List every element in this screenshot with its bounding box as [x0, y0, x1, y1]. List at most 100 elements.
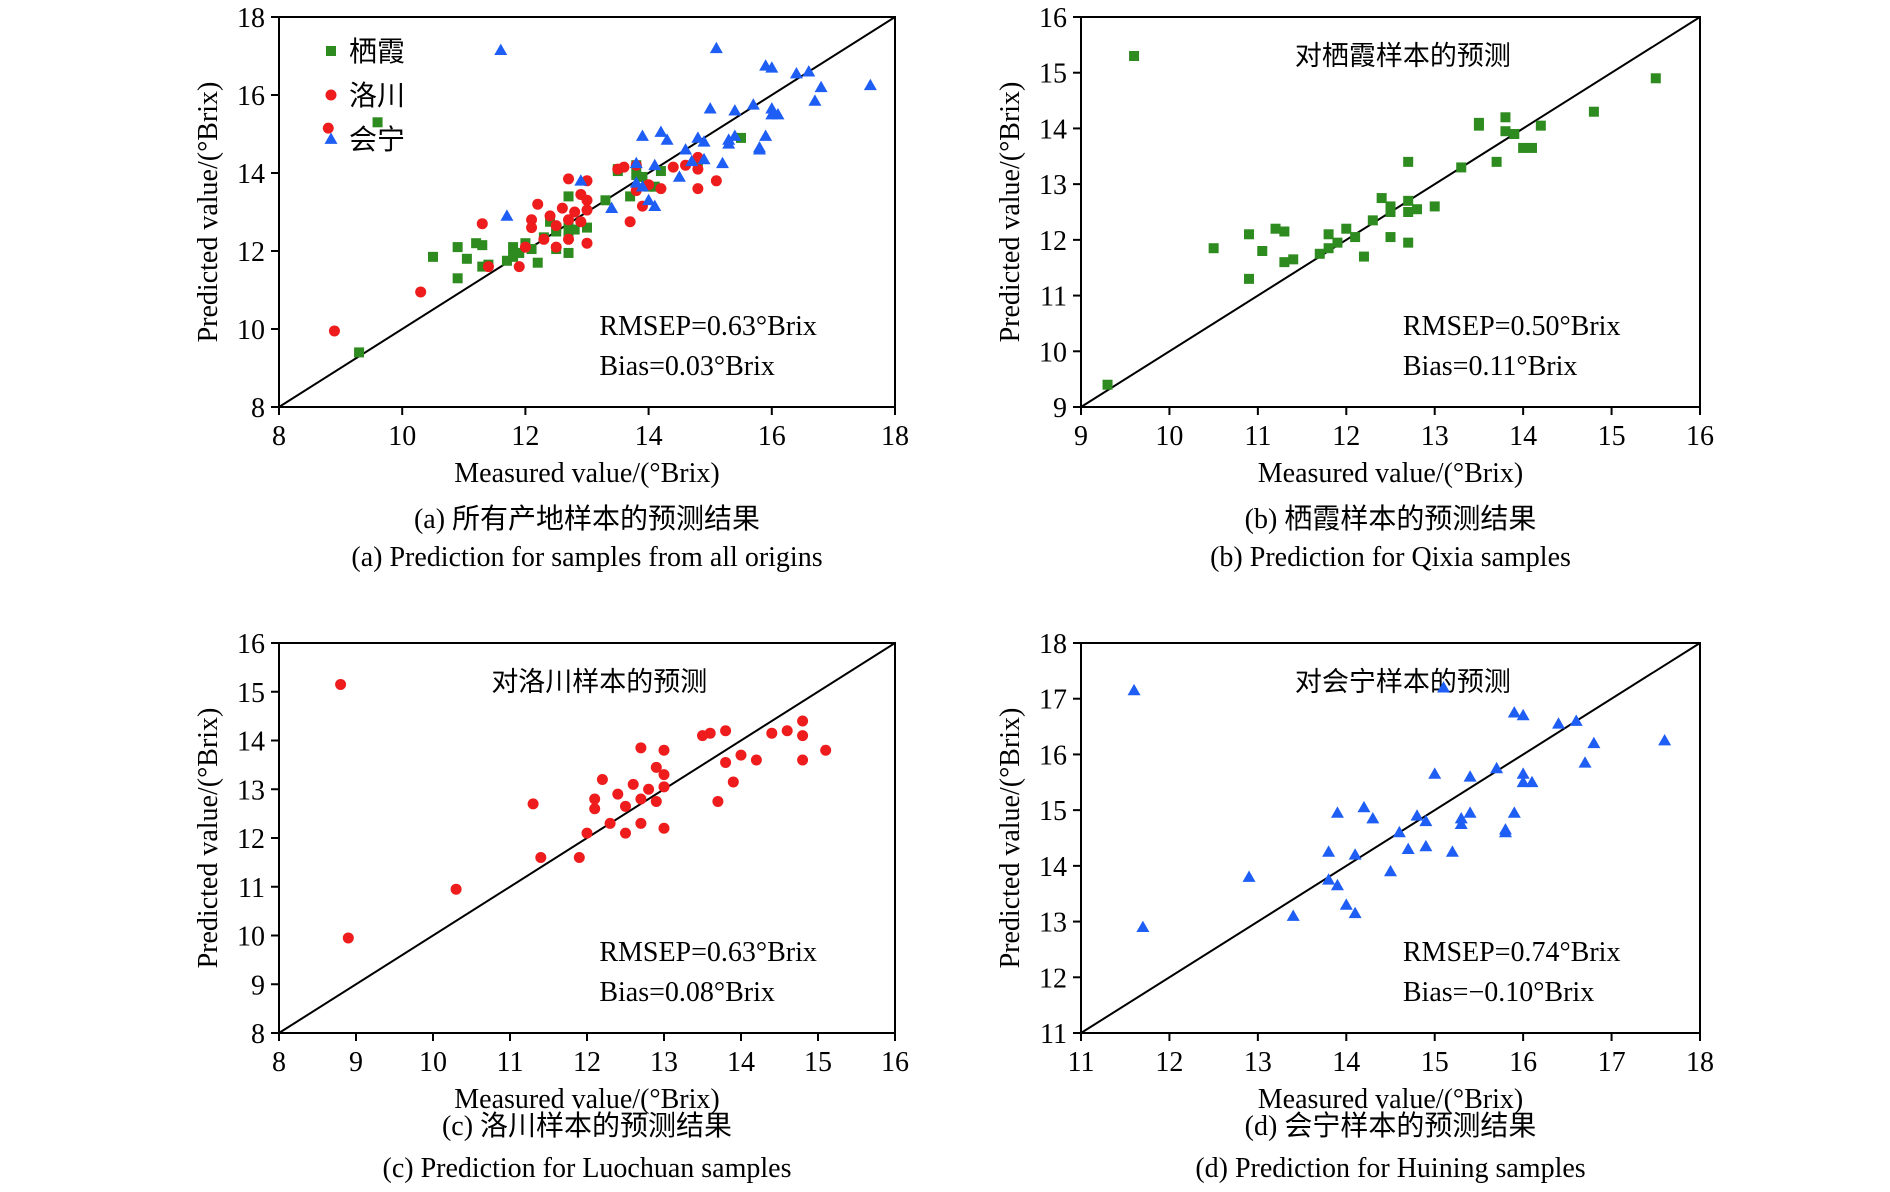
y-axis-label: Predicted value/(°Brix) — [995, 708, 1026, 969]
point-luochuan — [658, 781, 670, 793]
point-qixia — [508, 251, 519, 262]
x-tick-label: 15 — [1421, 1047, 1449, 1078]
point-huining — [1330, 878, 1344, 891]
point-qixia — [1385, 201, 1396, 212]
point-huining — [1587, 736, 1601, 749]
point-qixia — [1376, 193, 1387, 204]
point-luochuan — [612, 788, 624, 800]
x-tick-label: 17 — [1598, 1047, 1626, 1078]
point-luochuan — [450, 883, 462, 895]
point-huining — [802, 65, 816, 77]
y-tick-label: 10 — [237, 315, 265, 346]
x-tick-label: 16 — [758, 421, 786, 452]
point-luochuan — [704, 727, 716, 739]
point-qixia — [1588, 106, 1599, 117]
x-tick-label: 11 — [1068, 1047, 1095, 1078]
point-huining — [1569, 714, 1583, 726]
point-qixia — [655, 166, 666, 177]
data-points — [1127, 681, 1672, 933]
y-axis-label: Predicted value/(°Brix) — [193, 82, 224, 343]
point-huining — [1437, 681, 1451, 693]
point-qixia — [1500, 126, 1511, 137]
point-huining — [1348, 848, 1362, 860]
panel-title: 对会宁样本的预测 — [1295, 667, 1511, 698]
point-huining — [629, 156, 643, 169]
point-qixia — [1129, 51, 1140, 61]
point-luochuan — [766, 727, 778, 739]
plot-frame — [1080, 16, 1701, 408]
x-axis-label: Measured value/(°Brix) — [454, 1084, 719, 1115]
y-tick-label: 15 — [1039, 796, 1067, 827]
caption-cn: (a) 所有产地样本的预测结果 — [414, 503, 760, 535]
point-huining — [709, 41, 723, 54]
y-tick-label: 8 — [251, 1019, 265, 1050]
point-huining — [1348, 906, 1362, 919]
point-luochuan — [712, 795, 724, 807]
point-qixia — [545, 216, 556, 227]
point-huining — [1516, 775, 1530, 788]
y-tick-label: 15 — [1039, 59, 1067, 90]
panel-b: 9 10 11 12 13 14 15 16 9 10 11 12 13 14 15 16 Measured v… — [995, 3, 1714, 573]
point-huining — [703, 102, 717, 114]
x-axis-label: Measured value/(°Brix) — [1258, 1084, 1523, 1115]
y-tick-label: 14 — [1039, 852, 1067, 883]
point-luochuan — [328, 325, 340, 337]
point-qixia — [563, 226, 574, 237]
point-huining — [642, 193, 656, 206]
point-huining — [691, 131, 705, 143]
point-huining — [672, 170, 686, 182]
y-tick-label: 13 — [1039, 170, 1067, 201]
x-tick-label: 14 — [727, 1047, 755, 1078]
point-luochuan — [476, 218, 488, 230]
point-qixia — [1279, 257, 1290, 268]
point-qixia — [1509, 129, 1520, 139]
panel-d: 11 12 13 14 15 16 17 18 11 12 13 14 15 16 17 18 Measured… — [995, 629, 1714, 1184]
point-qixia — [526, 244, 537, 255]
point-qixia — [1403, 237, 1414, 248]
x-tick-label: 10 — [388, 421, 416, 452]
point-luochuan — [627, 778, 639, 790]
rmsep-annotation: RMSEP=0.50°Brix — [1403, 311, 1621, 342]
x-tick-label: 14 — [1509, 421, 1537, 452]
point-luochuan — [624, 216, 636, 228]
point-luochuan — [650, 795, 662, 807]
point-huining — [1463, 770, 1477, 782]
point-huining — [1463, 806, 1477, 818]
point-qixia — [1279, 226, 1290, 237]
x-tick-label: 13 — [650, 1047, 678, 1078]
point-qixia — [637, 171, 648, 182]
point-huining — [722, 137, 736, 149]
y-tick-label: 8 — [251, 393, 265, 424]
point-qixia — [1403, 207, 1414, 217]
point-luochuan — [604, 817, 616, 829]
data-points — [1102, 51, 1661, 390]
x-tick-label: 18 — [1686, 1047, 1714, 1078]
point-qixia — [600, 195, 611, 206]
point-huining — [789, 67, 803, 79]
point-qixia — [1500, 112, 1511, 123]
caption-en: (d) Prediction for Huining samples — [1195, 1153, 1585, 1184]
point-luochuan — [643, 783, 655, 795]
point-qixia — [1403, 156, 1414, 167]
x-axis-label: Measured value/(°Brix) — [454, 458, 719, 489]
point-qixia — [501, 255, 512, 266]
point-qixia — [1456, 162, 1467, 173]
legend-label: 会宁 — [349, 123, 405, 156]
point-luochuan — [526, 214, 538, 226]
point-qixia — [649, 181, 660, 192]
point-qixia — [1403, 195, 1414, 206]
point-luochuan — [655, 183, 667, 195]
point-luochuan — [526, 222, 538, 234]
point-huining — [1366, 812, 1380, 824]
point-luochuan — [781, 725, 793, 737]
bias-annotation: Bias=−0.10°Brix — [1403, 977, 1594, 1008]
point-luochuan — [573, 852, 585, 863]
point-huining — [771, 108, 785, 120]
point-luochuan — [563, 173, 575, 185]
point-huining — [1516, 708, 1530, 721]
point-luochuan — [575, 216, 587, 228]
point-huining — [654, 125, 668, 137]
x-axis-label: Measured value/(°Brix) — [1258, 458, 1523, 489]
x-tick-label: 14 — [635, 421, 663, 452]
rmsep-annotation: RMSEP=0.74°Brix — [1403, 937, 1621, 968]
